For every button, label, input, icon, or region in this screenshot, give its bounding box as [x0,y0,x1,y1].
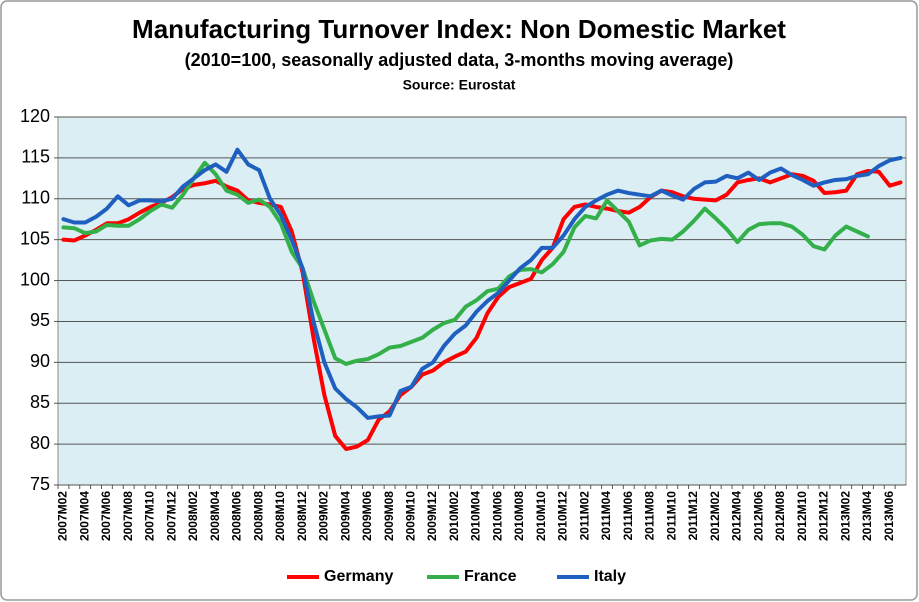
x-tick-label: 2007M08 [121,491,135,541]
x-tick-label: 2011M06 [621,491,635,541]
y-tick-label: 120 [20,106,50,126]
x-tick-label: 2012M02 [708,491,722,541]
y-tick-label: 115 [21,147,50,167]
x-tick-label: 2010M12 [556,491,570,541]
x-tick-label: 2007M02 [56,491,70,541]
x-tick-label: 2010M10 [534,491,548,541]
legend-label: Germany [324,568,393,585]
y-tick-label: 80 [30,433,50,453]
x-tick-label: 2009M02 [317,491,331,541]
y-tick-label: 105 [20,228,50,248]
x-tick-label: 2010M06 [490,491,504,541]
y-tick-label: 95 [30,310,50,330]
x-tick-label: 2010M04 [469,491,483,541]
x-tick-label: 2013M02 [838,491,852,541]
chart-subtitle: (2010=100, seasonally adjusted data, 3-m… [185,50,734,70]
y-tick-label: 75 [30,474,50,494]
x-tick-label: 2011M08 [643,491,657,541]
x-tick-label: 2008M06 [230,491,244,541]
x-tick-label: 2013M04 [860,491,874,541]
x-tick-label: 2012M08 [773,491,787,541]
x-tick-label: 2008M10 [273,491,287,541]
legend-label: Italy [594,568,626,585]
x-tick-label: 2009M12 [425,491,439,541]
x-tick-label: 2011M02 [577,491,591,541]
x-tick-label: 2009M10 [404,491,418,541]
y-tick-label: 110 [21,188,50,208]
x-tick-label: 2009M06 [360,491,374,541]
x-tick-label: 2007M04 [77,491,91,541]
x-tick-label: 2008M04 [208,491,222,541]
chart-source: Source: Eurostat [403,77,516,93]
x-tick-label: 2007M12 [164,491,178,541]
series-line [61,147,903,420]
x-tick-label: 2011M04 [599,491,613,541]
chart-title: Manufacturing Turnover Index: Non Domest… [132,14,786,44]
x-tick-label: 2009M04 [338,491,352,541]
y-tick-label: 85 [30,392,50,412]
x-tick-label: 2010M02 [447,491,461,541]
x-tick-label: 2008M08 [251,491,265,541]
x-tick-label: 2011M12 [686,491,700,541]
x-tick-label: 2012M10 [795,491,809,541]
x-tick-label: 2007M06 [99,491,113,541]
x-tick-label: 2013M06 [882,491,896,541]
x-tick-label: 2012M12 [817,491,831,541]
x-tick-label: 2011M10 [664,491,678,541]
x-tick-label: 2009M08 [382,491,396,541]
x-tick-label: 2008M12 [295,491,309,541]
x-tick-label: 2012M06 [751,491,765,541]
plot-area [57,116,907,486]
y-tick-label: 90 [30,351,50,371]
legend-label: France [464,568,517,585]
y-tick-label: 100 [20,269,50,289]
x-tick-label: 2007M10 [143,491,157,541]
x-tick-label: 2010M08 [512,491,526,541]
x-tick-label: 2008M02 [186,491,200,541]
x-tick-label: 2012M04 [730,491,744,541]
